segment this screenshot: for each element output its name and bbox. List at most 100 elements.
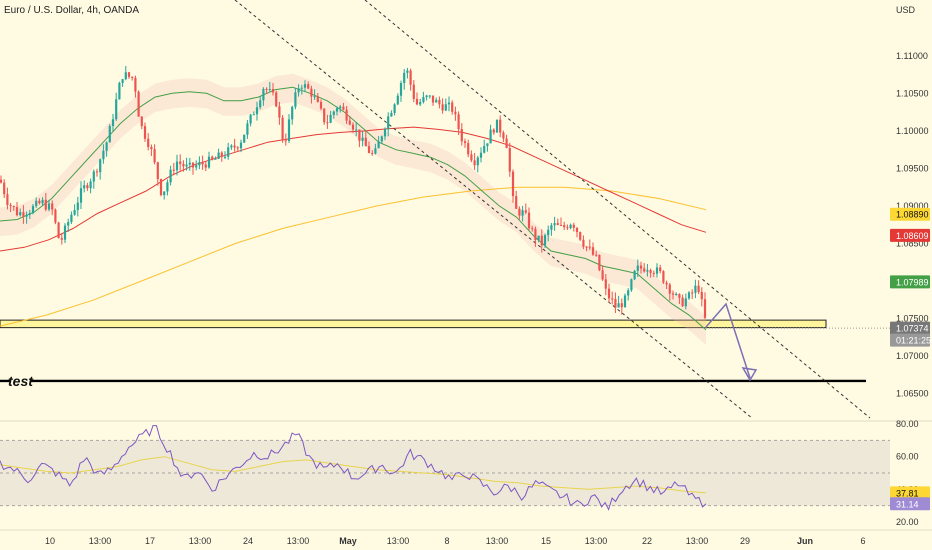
candle-body: [687, 292, 691, 299]
downtrend-channel[interactable]: [234, 0, 871, 419]
candle-body: [342, 106, 345, 110]
candle-body: [412, 84, 415, 99]
time-axis-tick: 24: [243, 536, 253, 546]
candle-body: [495, 119, 499, 133]
candle-body: [428, 95, 431, 97]
candle-body: [355, 129, 358, 131]
candle-body: [3, 182, 6, 195]
candle-body: [313, 96, 316, 98]
candle-body: [499, 119, 502, 133]
candle-body: [9, 204, 12, 207]
candle-body: [169, 169, 172, 183]
candle-body: [284, 140, 287, 142]
ma-fast-line: [0, 86, 707, 331]
candle-body: [70, 214, 73, 223]
candle-body: [457, 114, 460, 130]
price-badge-text: 31.14: [896, 499, 919, 509]
candle-body: [191, 162, 195, 168]
price-axis-tick: 1.11000: [896, 51, 928, 61]
price-axis-tick: 1.09500: [896, 163, 929, 173]
support-zone-rect[interactable]: [0, 319, 827, 329]
candle-body: [598, 254, 601, 271]
chart-title: Euro / U.S. Dollar, 4h, OANDA: [4, 5, 139, 16]
candle-body: [652, 272, 655, 274]
candle-body: [364, 137, 367, 147]
price-axis-tick: 1.07500: [896, 314, 929, 324]
candle-body: [214, 158, 217, 160]
support-zone[interactable]: [0, 319, 890, 383]
price-badge-bg: [890, 497, 930, 511]
rsi-pane: [0, 425, 890, 511]
candle-body: [620, 303, 623, 308]
candle-body: [307, 84, 310, 89]
candle-body: [572, 224, 575, 228]
candle-body: [694, 285, 697, 293]
time-axis-tick: 17: [145, 536, 155, 546]
candle-body: [559, 224, 563, 226]
candle-body: [121, 79, 124, 83]
candle-body: [268, 89, 271, 91]
candle-body: [73, 209, 76, 215]
candle-body: [636, 265, 639, 271]
candle-body: [0, 179, 3, 183]
candle-body: [655, 267, 659, 274]
candle-body: [275, 92, 278, 107]
candle-body: [444, 104, 447, 111]
candle-body: [479, 152, 483, 158]
time-axis-tick: 8: [444, 536, 449, 546]
candle-body: [361, 137, 364, 141]
candle-body: [15, 207, 19, 216]
candle-body: [211, 156, 214, 159]
time-axis-tick: 13:00: [387, 536, 410, 546]
candle-body: [582, 239, 585, 247]
candle-body: [291, 106, 294, 120]
candle-body: [12, 206, 15, 208]
candle-body: [601, 270, 604, 280]
candle-body: [140, 116, 143, 127]
candle-body: [92, 171, 95, 182]
candle-body: [127, 72, 131, 77]
candle-body: [95, 171, 99, 173]
projection-annotations[interactable]: [705, 302, 758, 382]
candle-body: [63, 225, 67, 240]
candle-body: [41, 199, 44, 204]
rsi-axis-tick: 80.00: [896, 419, 919, 429]
candle-body: [447, 102, 451, 105]
price-badge-text: 1.07989: [896, 277, 929, 287]
candle-body: [303, 84, 307, 88]
candle-body: [691, 292, 694, 294]
candle-body: [623, 295, 627, 308]
candle-body: [374, 148, 377, 154]
candle-body: [31, 206, 35, 214]
price-badge-bg: [890, 321, 930, 335]
candle-body: [278, 106, 281, 118]
candle-body: [377, 141, 380, 149]
time-axis-tick: 6: [860, 536, 865, 546]
price-badge-text: 1.08609: [896, 231, 929, 241]
candle-body: [537, 235, 540, 240]
price-badge-text: 1.07374: [896, 324, 929, 334]
candle-body: [220, 152, 223, 157]
channel-lower-line[interactable]: [234, 0, 753, 419]
candle-body: [60, 238, 63, 240]
candle-body: [425, 95, 428, 98]
candle-body: [521, 210, 524, 216]
candle-body: [115, 99, 118, 120]
candle-body: [271, 89, 275, 93]
candle-body: [316, 96, 319, 102]
channel-upper-line[interactable]: [364, 0, 871, 419]
price-axis-tick: 1.06500: [896, 389, 929, 399]
price-axis-tick: 1.10000: [896, 126, 929, 136]
price-badge-text: 37.81: [896, 488, 919, 498]
candle-body: [166, 182, 169, 192]
candle-body: [217, 152, 220, 159]
candle-body: [230, 145, 233, 148]
candle-body: [185, 164, 188, 167]
candle-body: [380, 136, 383, 142]
candle-body: [143, 126, 147, 139]
price-candles: [0, 65, 707, 320]
projection-path[interactable]: [705, 302, 751, 379]
time-axis-tick: 22: [642, 536, 652, 546]
candle-body: [553, 223, 556, 226]
